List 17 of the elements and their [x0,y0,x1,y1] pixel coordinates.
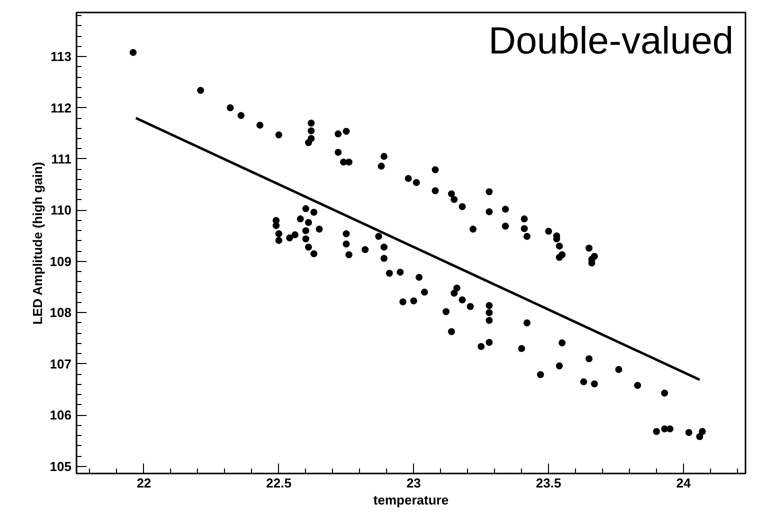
x-tick-label: 23 [406,476,421,490]
x-tick-label: 23.5 [536,476,562,490]
annotation: Double-valued [488,20,734,62]
y-tick-label: 108 [50,305,72,320]
y-tick-label: 105 [50,458,72,474]
x-axis-title: temperature [373,492,449,508]
x-tick-label: 24 [676,476,692,490]
x-tick-label: 22.5 [266,476,292,490]
y-tick-label: 109 [50,254,72,269]
y-tick-label: 107 [50,356,72,372]
y-tick-label: 111 [51,151,72,166]
y-axis-title: LED Amplitude (high gain) [30,162,45,325]
y-tick-label: 112 [50,100,72,116]
y-tick-label: 110 [50,202,72,218]
x-tick-label: 22 [136,476,152,490]
y-tick-label: 113 [50,49,72,64]
y-tick-label: 106 [50,408,72,423]
